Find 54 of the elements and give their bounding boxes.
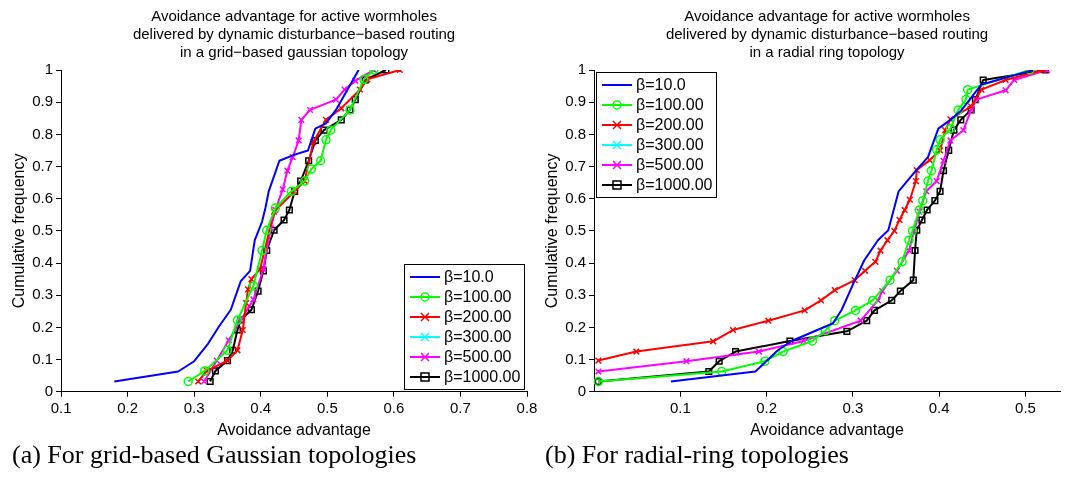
- legend-label: β=10.0: [636, 75, 686, 95]
- x-tick-label: 0.5: [1015, 398, 1036, 416]
- x-axis-title: Avoidance advantage: [750, 420, 904, 438]
- y-tick-label: 0.5: [565, 221, 587, 239]
- y-tick-label: 0.1: [32, 349, 54, 367]
- y-tick-label: 0.9: [32, 92, 54, 110]
- y-tick-label: 0.3: [565, 285, 587, 303]
- x-tick-label: 0.7: [450, 398, 471, 416]
- legend-label: β=200.00: [636, 115, 704, 135]
- y-axis-title: Cumulative frequency: [543, 153, 561, 309]
- y-tick-label: 0.9: [565, 92, 587, 110]
- y-tick-label: 0.7: [565, 156, 587, 174]
- chart-title: Avoidance advantage for active wormholes delivered by dynamic disturbance−based routing in a grid−based gaussian topology: [132, 7, 456, 61]
- x-tick-label: 0.2: [117, 398, 139, 416]
- x-tick-label: 0.1: [669, 398, 691, 416]
- x-tick-label: 0.3: [183, 398, 205, 416]
- x-tick-label: 0.4: [250, 398, 272, 416]
- y-tick-label: 0.5: [32, 221, 54, 239]
- legend-label: β=300.00: [636, 135, 704, 155]
- legend-label: β=200.00: [444, 306, 512, 327]
- y-tick-label: 0.1: [565, 349, 587, 367]
- x-tick-label: 0.4: [928, 398, 950, 416]
- y-tick-label: 0.3: [32, 285, 54, 303]
- legend-label: β=100.00: [636, 95, 704, 115]
- text: (b) For radial-ring topologies: [544, 440, 850, 470]
- y-tick-label: 0.2: [565, 317, 587, 335]
- legend-label: β=300.00: [444, 326, 512, 347]
- chart-title: Avoidance advantage for active wormholes delivered by dynamic disturbance−based routing in a radial ring topology: [665, 7, 989, 61]
- y-axis-title: Cumulative frequency: [10, 153, 28, 309]
- y-tick-label: 0.4: [565, 253, 587, 271]
- legend-label: β=500.00: [444, 346, 512, 367]
- y-tick-label: 1: [44, 60, 54, 78]
- x-tick-label: 0.8: [516, 398, 538, 416]
- y-tick-label: 0.6: [32, 188, 54, 206]
- text: (a) For grid-based Gaussian topologies: [11, 440, 418, 470]
- legend-label: β=500.00: [636, 155, 704, 175]
- y-tick-label: 0.4: [32, 253, 54, 271]
- y-tick-label: 0.6: [565, 188, 587, 206]
- y-tick-label: 0.2: [32, 317, 54, 335]
- y-tick-label: 0: [577, 381, 587, 399]
- y-tick-label: 1: [577, 60, 587, 78]
- x-tick-label: 0.2: [756, 398, 778, 416]
- legend-label: β=1000.00: [636, 175, 713, 195]
- x-tick-label: 0.3: [842, 398, 864, 416]
- x-tick-label: 0.5: [316, 398, 338, 416]
- y-tick-label: 0: [44, 381, 54, 399]
- y-tick-label: 0.8: [32, 124, 54, 142]
- legend-label: β=100.00: [444, 286, 512, 307]
- legend-label: β=10.0: [444, 266, 494, 287]
- y-tick-label: 0.8: [565, 124, 587, 142]
- x-axis-title: Avoidance advantage: [217, 420, 371, 438]
- legend-label: β=1000.00: [444, 366, 521, 387]
- y-tick-label: 0.7: [32, 156, 54, 174]
- x-tick-label: 0.6: [383, 398, 405, 416]
